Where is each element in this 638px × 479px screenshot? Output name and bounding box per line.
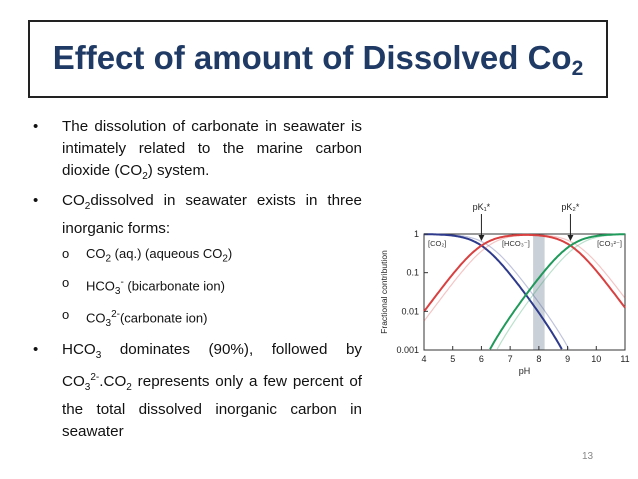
circle-bullet-icon: o bbox=[62, 274, 70, 290]
bullet-2: • CO2dissolved in seawater exists in thr… bbox=[33, 192, 362, 238]
x-tick-label: 9 bbox=[565, 354, 570, 364]
y-axis-label: Fractional contribution bbox=[379, 250, 389, 334]
series-label-hco3: [HCO₃⁻] bbox=[502, 239, 530, 248]
bullet-dot-icon: • bbox=[33, 340, 39, 358]
shaded-band bbox=[533, 234, 545, 350]
page-number: 13 bbox=[582, 451, 594, 462]
series-hco3-line bbox=[423, 233, 626, 313]
y-tick-label: 0.01 bbox=[401, 306, 419, 316]
circle-bullet-icon: o bbox=[62, 246, 70, 262]
x-tick-label: 11 bbox=[620, 354, 629, 364]
x-axis-label: pH bbox=[519, 366, 531, 376]
sub-item-co2: o CO2 (aq.) (aqueous CO2) bbox=[30, 242, 362, 271]
pk2-label: pK₂* bbox=[561, 202, 580, 212]
x-tick-label: 4 bbox=[421, 354, 426, 364]
pk-arrow-head-icon bbox=[478, 235, 485, 241]
series-label-co3: [CO₃²⁻] bbox=[597, 239, 622, 248]
series-label-co2: [CO₂] bbox=[428, 239, 446, 248]
pk-arrow-head-icon bbox=[567, 235, 574, 241]
y-tick-label: 1 bbox=[414, 229, 419, 239]
bullet-list: • The dissolution of carbonate in seawat… bbox=[30, 116, 362, 445]
sub-list: o CO2 (aq.) (aqueous CO2) o HCO3- (bicar… bbox=[30, 242, 362, 334]
slide-title: Effect of amount of Dissolved Co2 bbox=[52, 39, 584, 80]
series-co3-line bbox=[489, 233, 625, 350]
sub-item-co3: o CO32-(carbonate ion) bbox=[30, 303, 362, 335]
title-box: Effect of amount of Dissolved Co2 bbox=[28, 20, 608, 98]
bullet-1: • The dissolution of carbonate in seawat… bbox=[33, 118, 362, 183]
series-co3-shadow-line bbox=[496, 233, 625, 350]
x-tick-label: 8 bbox=[536, 354, 541, 364]
x-tick-label: 5 bbox=[450, 354, 455, 364]
circle-bullet-icon: o bbox=[62, 306, 70, 322]
x-tick-label: 7 bbox=[508, 354, 513, 364]
bullet-dot-icon: • bbox=[33, 118, 39, 135]
series-co2-line bbox=[424, 233, 563, 350]
sub-item-hco3: o HCO3- (bicarbonate ion) bbox=[30, 271, 362, 303]
bullet-3: • HCO3 dominates (90%), followed by CO32… bbox=[33, 340, 362, 440]
pk1-label: pK₁* bbox=[473, 202, 491, 212]
x-tick-label: 10 bbox=[591, 354, 601, 364]
y-tick-label: 0.001 bbox=[396, 345, 419, 355]
y-tick-label: 0.1 bbox=[406, 268, 419, 278]
x-tick-label: 6 bbox=[479, 354, 484, 364]
bullet-dot-icon: • bbox=[33, 192, 39, 210]
